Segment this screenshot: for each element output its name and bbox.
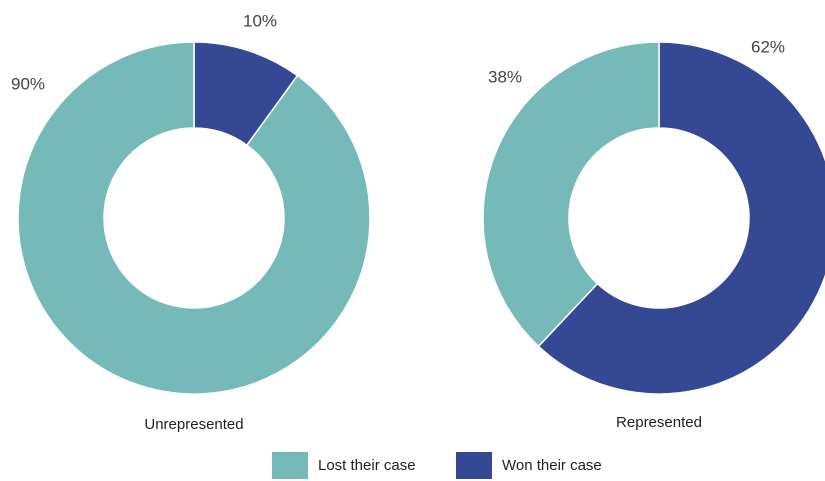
legend-label: Won their case (502, 457, 602, 474)
legend-swatch (456, 452, 492, 479)
donut-slice (17, 41, 371, 395)
legend-label: Lost their case (318, 457, 416, 474)
data-label: 38% (488, 67, 522, 86)
data-label: 10% (243, 11, 277, 30)
donut-slice (482, 41, 660, 348)
chart-title: Represented (616, 414, 702, 431)
data-label: 62% (751, 37, 785, 56)
donut-slice (537, 41, 825, 395)
legend-swatch (272, 452, 308, 479)
data-label: 90% (11, 74, 45, 93)
chart-title: Unrepresented (144, 416, 243, 433)
